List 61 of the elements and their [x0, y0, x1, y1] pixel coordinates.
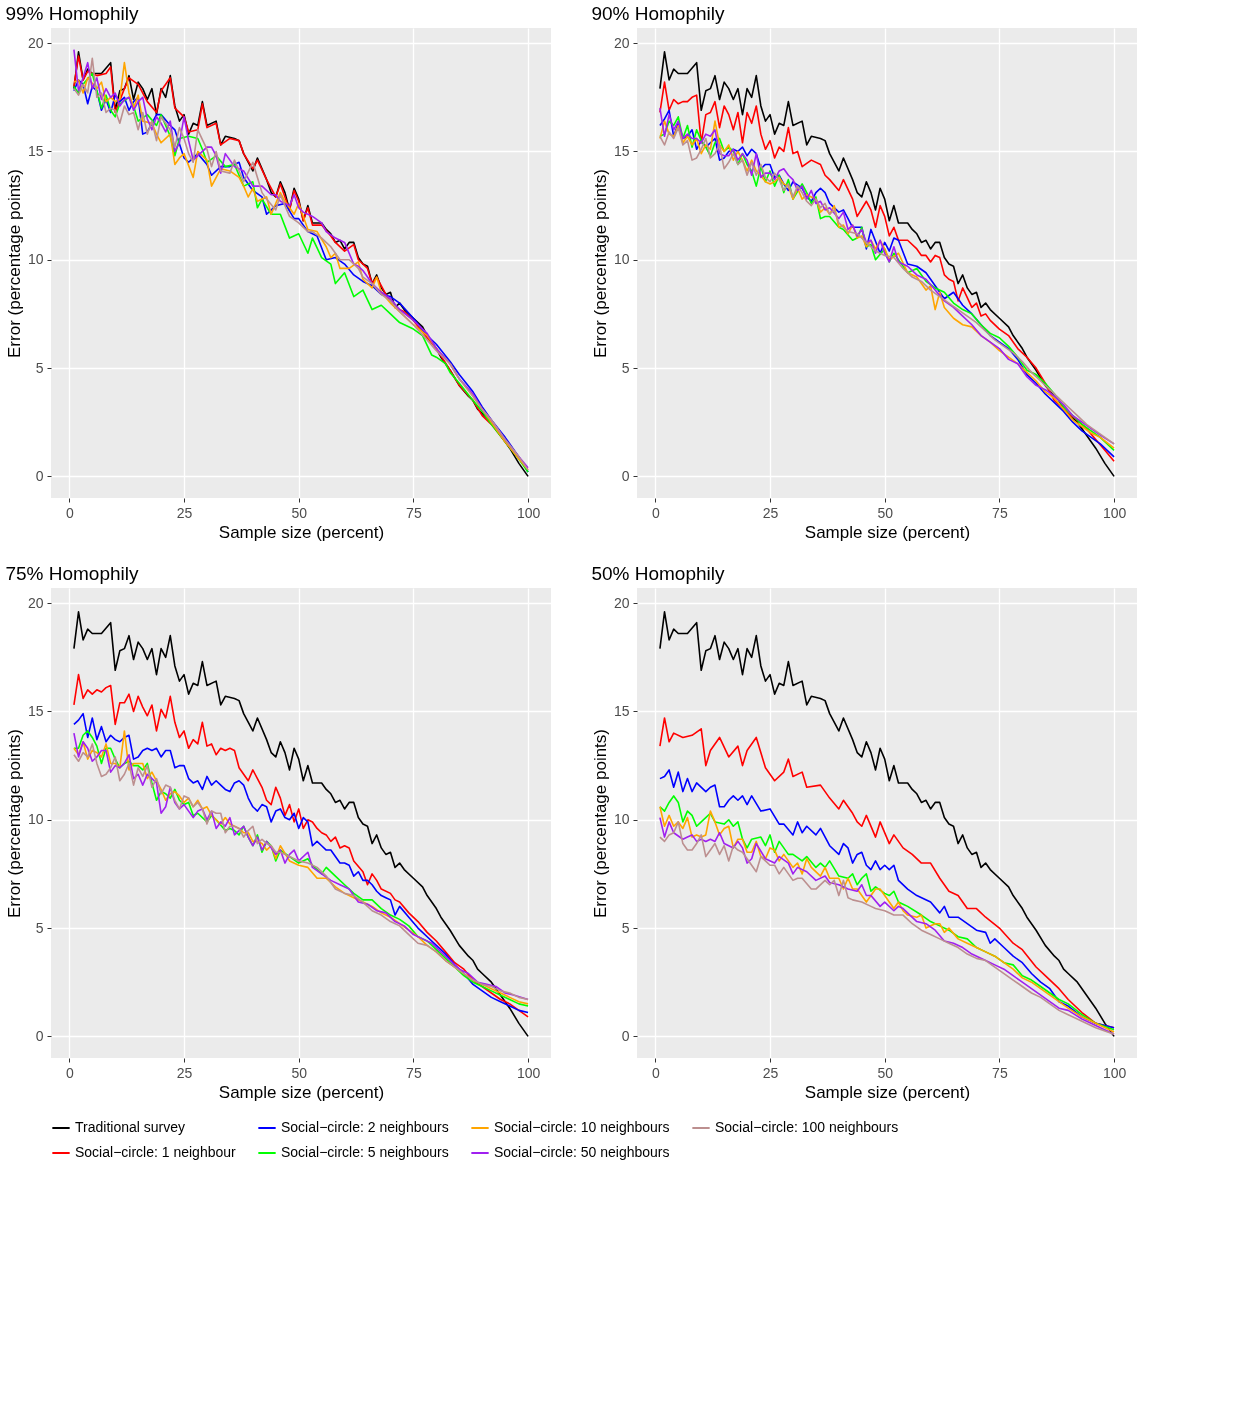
x-tick-label: 50: [877, 504, 894, 521]
line-series: [73, 611, 529, 1038]
legend-label: Social−circle: 10 neighbours: [494, 1119, 670, 1135]
x-tick-label: 0: [65, 1064, 74, 1081]
x-axis-title: Sample size (percent): [218, 522, 385, 542]
y-tick-label: 5: [621, 919, 630, 936]
x-tick-label: 100: [1102, 504, 1127, 521]
chart-title: 50% Homophily: [591, 563, 725, 584]
chart-title: 90% Homophily: [591, 3, 725, 24]
y-axis-title: Error (percentage points): [4, 169, 24, 358]
legend-label: Traditional survey: [75, 1119, 185, 1135]
y-tick-label: 5: [35, 919, 44, 936]
x-tick-label: 0: [65, 504, 74, 521]
y-tick-label: 0: [621, 1027, 630, 1044]
legend-label: Social−circle: 5 neighbours: [281, 1144, 449, 1160]
x-axis-title: Sample size (percent): [804, 1082, 971, 1102]
x-axis-title: Sample size (percent): [218, 1082, 385, 1102]
y-axis-title: Error (percentage points): [590, 169, 610, 358]
x-tick-label: 75: [406, 504, 422, 521]
legend-label: Social−circle: 100 neighbours: [715, 1119, 899, 1135]
y-tick-label: 15: [27, 702, 44, 719]
x-tick-label: 0: [651, 1064, 660, 1081]
x-tick-label: 50: [291, 504, 308, 521]
legend-label: Social−circle: 1 neighbour: [75, 1144, 237, 1160]
y-tick-label: 10: [613, 811, 630, 828]
y-axis-title: Error (percentage points): [4, 729, 24, 918]
y-tick-label: 20: [613, 594, 630, 611]
y-tick-label: 20: [613, 34, 630, 51]
chart-title: 75% Homophily: [5, 563, 139, 584]
x-axis-title: Sample size (percent): [804, 522, 971, 542]
y-tick-label: 10: [613, 251, 630, 268]
y-tick-label: 0: [35, 467, 44, 484]
chart-title: 99% Homophily: [5, 3, 139, 24]
legend-label: Social−circle: 2 neighbours: [281, 1119, 449, 1135]
x-tick-label: 75: [406, 1064, 422, 1081]
y-tick-label: 5: [35, 359, 44, 376]
x-tick-label: 100: [516, 504, 541, 521]
y-tick-label: 20: [27, 594, 44, 611]
y-axis-title: Error (percentage points): [590, 729, 610, 918]
x-tick-label: 100: [516, 1064, 541, 1081]
x-tick-label: 50: [291, 1064, 308, 1081]
y-tick-label: 5: [621, 359, 630, 376]
x-tick-label: 75: [992, 504, 1008, 521]
x-tick-label: 25: [762, 1064, 779, 1081]
x-tick-label: 25: [176, 504, 193, 521]
y-tick-label: 10: [27, 251, 44, 268]
x-tick-label: 0: [651, 504, 660, 521]
line-series: [659, 611, 1115, 1038]
y-tick-label: 20: [27, 34, 44, 51]
legend-label: Social−circle: 50 neighbours: [494, 1144, 670, 1160]
y-tick-label: 15: [613, 142, 630, 159]
x-tick-label: 50: [877, 1064, 894, 1081]
y-tick-label: 10: [27, 811, 44, 828]
y-tick-label: 0: [621, 467, 630, 484]
y-tick-label: 0: [35, 1027, 44, 1044]
x-tick-label: 25: [762, 504, 779, 521]
x-tick-label: 75: [992, 1064, 1008, 1081]
x-tick-label: 25: [176, 1064, 193, 1081]
x-tick-label: 100: [1102, 1064, 1127, 1081]
y-tick-label: 15: [27, 142, 44, 159]
y-tick-label: 15: [613, 702, 630, 719]
